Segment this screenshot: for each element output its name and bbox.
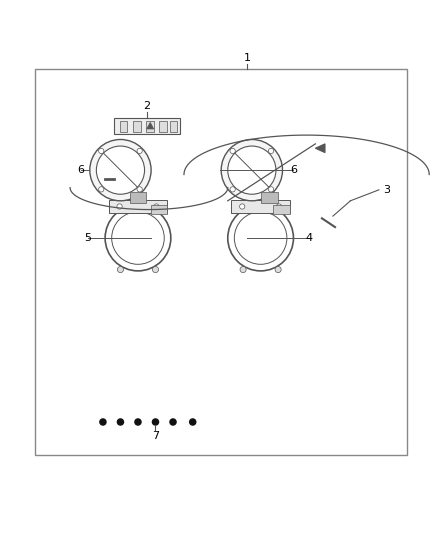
Circle shape: [170, 419, 176, 425]
Circle shape: [152, 266, 159, 273]
Circle shape: [135, 419, 141, 425]
Circle shape: [117, 419, 124, 425]
Text: 4: 4: [305, 233, 312, 243]
Circle shape: [240, 266, 246, 273]
Text: 6: 6: [78, 165, 85, 175]
Circle shape: [117, 204, 122, 209]
FancyBboxPatch shape: [130, 192, 146, 203]
Text: 7: 7: [152, 431, 159, 441]
Circle shape: [96, 146, 145, 194]
Circle shape: [137, 187, 142, 192]
FancyBboxPatch shape: [120, 120, 127, 132]
Circle shape: [154, 204, 159, 209]
Circle shape: [268, 187, 274, 192]
Circle shape: [230, 148, 235, 154]
FancyBboxPatch shape: [261, 192, 278, 203]
Text: 6: 6: [290, 165, 297, 175]
Circle shape: [137, 148, 142, 154]
FancyBboxPatch shape: [133, 120, 141, 132]
Circle shape: [240, 204, 245, 209]
Circle shape: [221, 140, 283, 201]
FancyBboxPatch shape: [170, 120, 177, 132]
Text: 5: 5: [84, 233, 91, 243]
FancyBboxPatch shape: [109, 200, 167, 213]
Circle shape: [276, 204, 282, 209]
FancyBboxPatch shape: [273, 205, 290, 214]
Circle shape: [100, 419, 106, 425]
Circle shape: [190, 419, 196, 425]
FancyBboxPatch shape: [146, 120, 154, 132]
Circle shape: [275, 266, 281, 273]
Circle shape: [117, 266, 124, 273]
FancyBboxPatch shape: [151, 205, 167, 214]
Circle shape: [99, 187, 104, 192]
Text: 3: 3: [383, 185, 390, 195]
Polygon shape: [147, 123, 154, 129]
Circle shape: [90, 140, 151, 201]
FancyBboxPatch shape: [231, 200, 290, 213]
Circle shape: [99, 148, 104, 154]
FancyBboxPatch shape: [114, 118, 180, 134]
Circle shape: [152, 419, 159, 425]
Polygon shape: [315, 144, 325, 152]
Text: 1: 1: [244, 53, 251, 63]
Circle shape: [268, 148, 274, 154]
Circle shape: [228, 146, 276, 194]
Text: 2: 2: [143, 101, 150, 111]
Circle shape: [230, 187, 235, 192]
FancyBboxPatch shape: [159, 120, 167, 132]
